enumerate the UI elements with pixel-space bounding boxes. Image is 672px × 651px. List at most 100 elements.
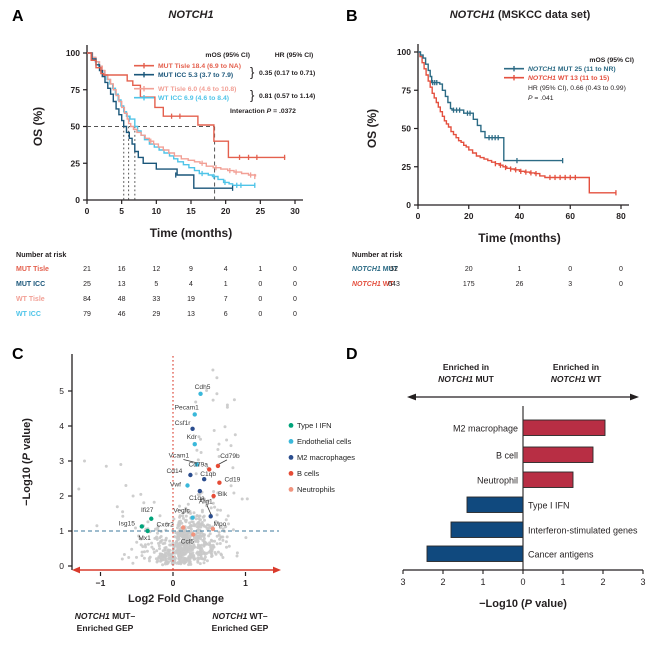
gene-label-cd79a: Cd79a	[189, 461, 209, 468]
svg-text:3: 3	[400, 577, 405, 587]
bar-b-cell	[522, 446, 594, 463]
legend-entry-type-i-ifn: Type I IFN	[297, 421, 332, 430]
km-series-mut-tisle	[87, 52, 286, 160]
km-series-notch1-mut	[418, 51, 564, 164]
svg-text:50: 50	[71, 122, 81, 132]
x-axis-label: Log2 Fold Change	[128, 593, 224, 605]
svg-text:40: 40	[515, 211, 525, 221]
hazard-ratio-text: 0.81 (0.57 to 1.14)	[259, 93, 315, 100]
bar-label-cancer-antigens: Cancer antigens	[528, 550, 594, 560]
header-enriched-wt: NOTCH1 WT	[551, 374, 602, 384]
km-curve-mut-icc	[87, 52, 233, 189]
risk-count: 21	[83, 266, 91, 273]
legend-entry-notch1-wt: NOTCH1 WT 13 (11 to 15)	[528, 75, 609, 82]
threshold-lines	[74, 356, 279, 570]
axes: 0 25 50 75 100 0 20 40 60 80 OS (%) Time (months)	[365, 44, 629, 245]
gene-label-vegfc: Vegfc	[173, 508, 190, 515]
risk-count: 84	[83, 296, 91, 303]
gene-point-mpo	[210, 526, 216, 532]
legend-col1-header: mOS (95% CI)	[205, 52, 250, 59]
risk-count: 0	[619, 266, 623, 273]
risk-count: 52	[390, 266, 398, 273]
headers: Enriched in NOTCH1 MUT Enriched in NOTCH1 W…	[407, 362, 639, 401]
svg-text:30: 30	[290, 206, 300, 216]
risk-count: 9	[189, 266, 193, 273]
svg-text:}: }	[250, 88, 255, 103]
risk-count: 0	[568, 266, 572, 273]
legend-entry-mut-tisle: MUT Tisle 18.4 (6.9 to NA)	[158, 63, 241, 70]
risk-count: 0	[293, 266, 297, 273]
arrow-right-icon	[630, 393, 639, 401]
bar-interferon-stimulated-genes	[450, 521, 524, 538]
gene-label-kdr: Kdr	[187, 434, 198, 441]
risk-count: 0	[293, 281, 297, 288]
svg-text:2: 2	[59, 491, 64, 501]
gene-label-csf1r: Csf1r	[175, 420, 192, 427]
svg-text:50: 50	[402, 124, 412, 134]
svg-text:2: 2	[440, 577, 445, 587]
svg-text:1: 1	[243, 578, 248, 588]
gene-point-pecam1	[192, 412, 197, 417]
svg-text:100: 100	[397, 47, 411, 57]
risk-count: 13	[187, 311, 195, 318]
gene-point-vwf	[185, 483, 190, 488]
risk-row-label: MUT ICC	[16, 281, 45, 288]
risk-count: 16	[118, 266, 126, 273]
interaction-p-value: Interaction P = .0372	[230, 108, 296, 115]
risk-count: 175	[463, 281, 475, 288]
svg-text:0: 0	[171, 578, 176, 588]
gene-point-c1qb	[201, 477, 207, 482]
risk-count: 1	[224, 281, 228, 288]
risk-count: 5	[154, 281, 158, 288]
risk-count: 0	[258, 281, 262, 288]
svg-text:0: 0	[85, 206, 90, 216]
svg-text:20: 20	[221, 206, 231, 216]
x-axis-label: −Log10 (P value)	[479, 598, 567, 610]
gene-label-vcam1: Vcam1	[169, 453, 190, 460]
svg-text:5: 5	[119, 206, 124, 216]
legend-entry-wt-icc: WT ICC 6.9 (4.6 to 8.4)	[158, 95, 229, 102]
km-curve-mut-tisle	[87, 52, 286, 159]
gene-label-arg1: Arg1	[199, 498, 213, 505]
gene-point-arg1	[208, 514, 213, 519]
svg-text:1: 1	[560, 577, 565, 587]
svg-text:0: 0	[416, 211, 421, 221]
svg-text:5: 5	[59, 386, 64, 396]
svg-text:15: 15	[186, 206, 196, 216]
axes: 3 2 1 0 1 2 3 −Log10 (P value)	[400, 406, 646, 610]
svg-text:25: 25	[71, 158, 81, 168]
bar-label-type-i-ifn: Type I IFN	[528, 501, 570, 511]
risk-count: 0	[293, 296, 297, 303]
svg-text:100: 100	[66, 48, 80, 58]
y-axis-label: −Log10 (P value)	[21, 418, 33, 506]
gene-label-cd79b: Cd79b	[220, 453, 240, 460]
panel-d-enrichment-bar-chart: Enriched in NOTCH1 MUT Enriched in NOTCH1 W…	[400, 362, 646, 610]
legend-col1-header: mOS (95% CI)	[589, 57, 634, 64]
risk-table-header: Number at risk	[352, 250, 402, 259]
risk-row-label: NOTCH1 WT	[352, 281, 394, 288]
gene-point-cdh5	[198, 391, 203, 396]
y-axis-label: OS (%)	[365, 109, 379, 148]
risk-count: 1	[258, 266, 262, 273]
km-curve-notch1-mut	[418, 51, 563, 162]
gene-point-cd14	[188, 472, 193, 478]
risk-count: 7	[224, 296, 228, 303]
gene-label-c1qa: C1qa	[189, 495, 205, 502]
svg-text:}: }	[250, 65, 255, 80]
gene-label-mx1: Mx1	[138, 535, 151, 542]
risk-count: 3	[568, 281, 572, 288]
gene-label-c1qb: C1qb	[200, 471, 216, 478]
panel-d-letter: D	[346, 346, 358, 363]
hazard-ratio-text: 0.35 (0.17 to 0.71)	[259, 70, 315, 77]
svg-text:80: 80	[616, 211, 626, 221]
svg-text:3: 3	[59, 456, 64, 466]
gene-label-cd14: Cd14	[167, 468, 183, 475]
risk-row-label: WT ICC	[16, 311, 41, 318]
km-series-mut-icc	[87, 52, 234, 191]
risk-count: 0	[293, 311, 297, 318]
km-curve-notch1-wt	[418, 51, 616, 194]
risk-count: 25	[83, 281, 91, 288]
gene-point-cd79a	[207, 467, 212, 472]
